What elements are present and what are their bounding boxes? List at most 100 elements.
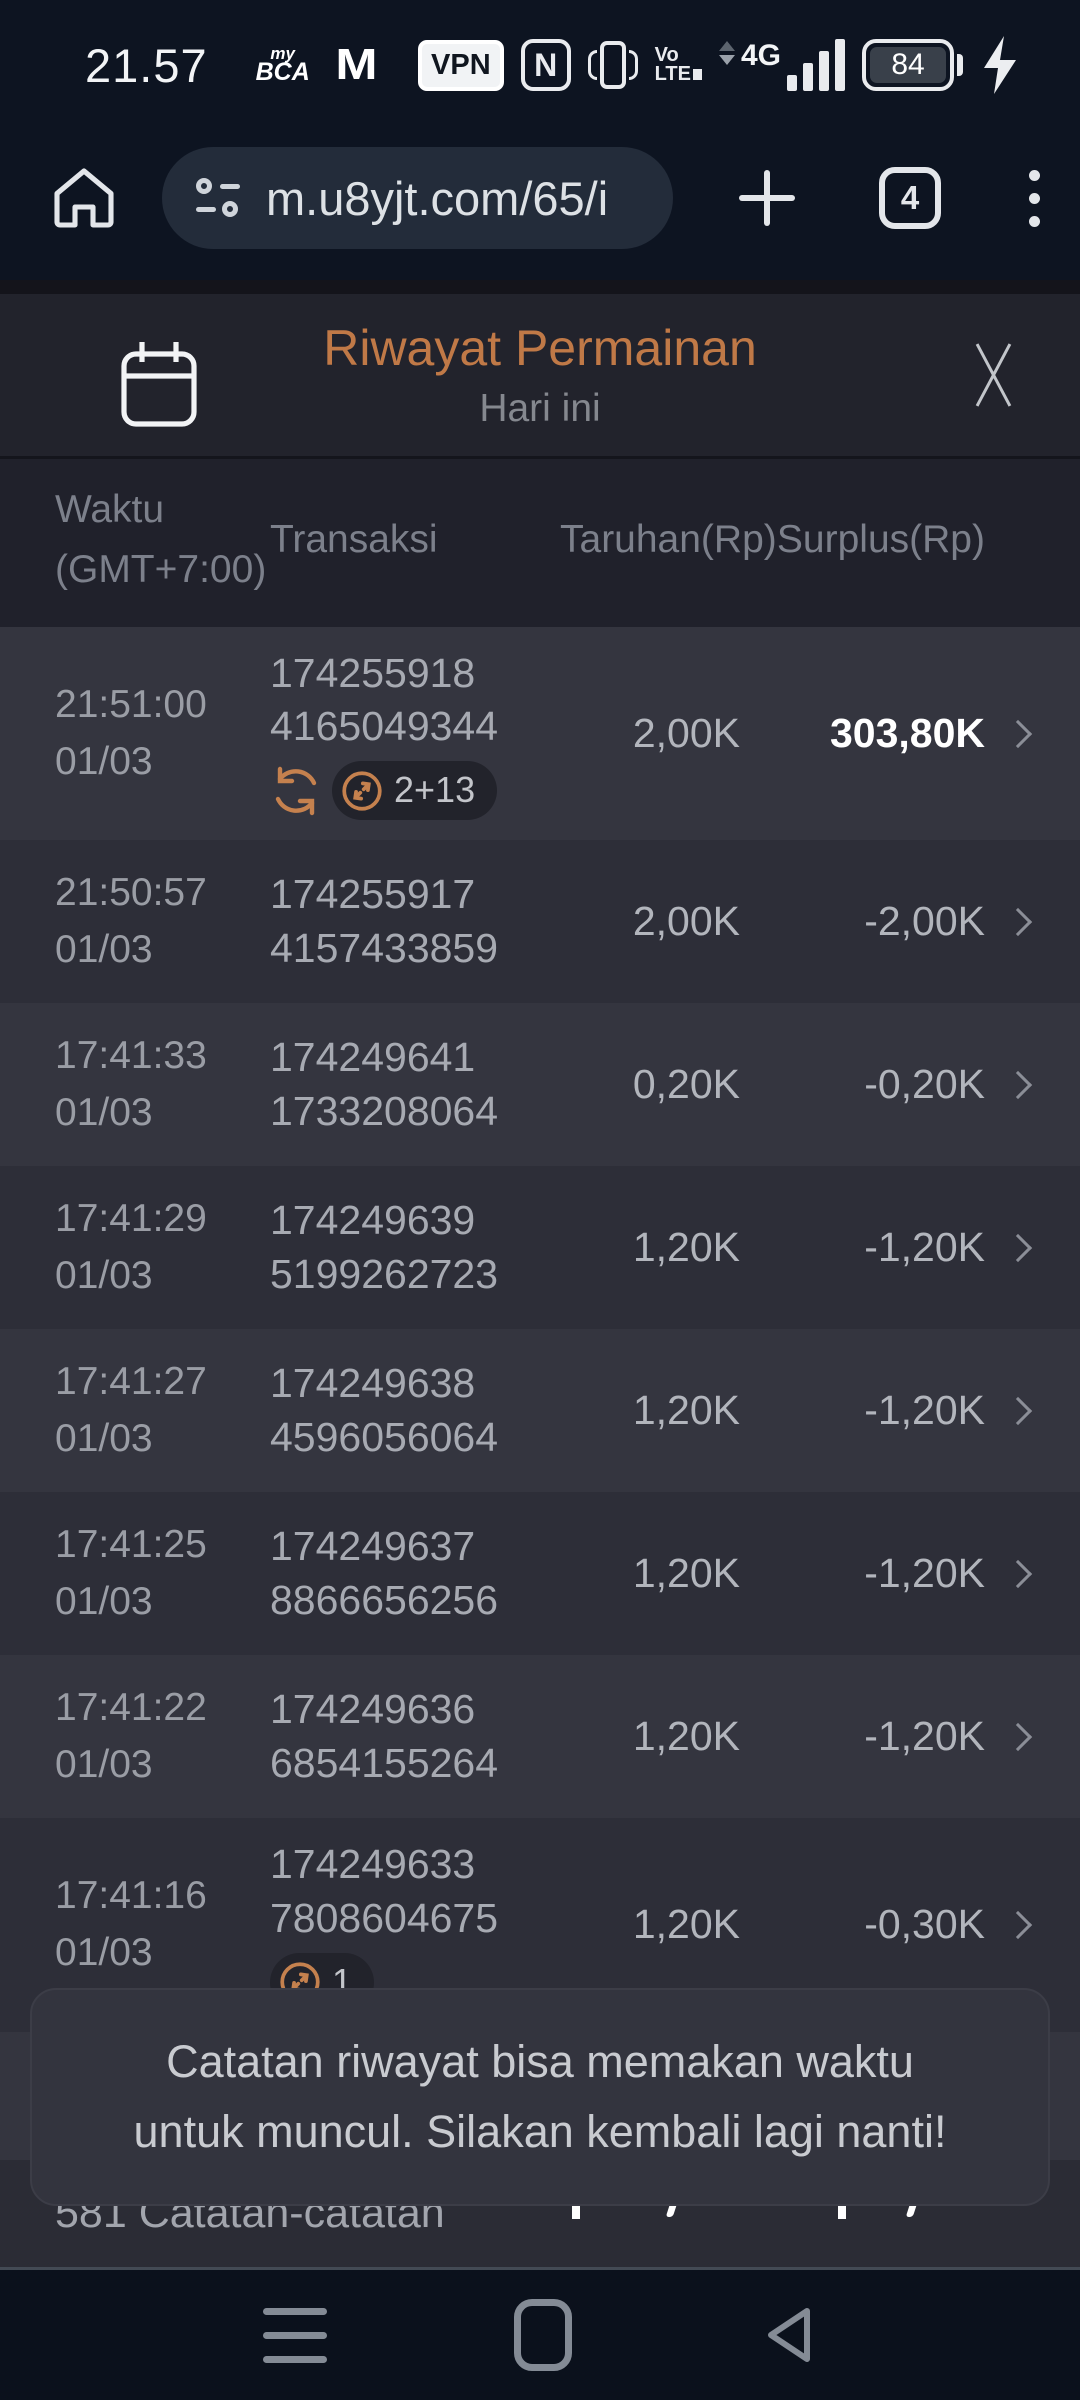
- column-header-taruhan: Taruhan(Rp): [560, 518, 777, 562]
- bet-amount: 2,00K: [632, 898, 740, 945]
- charging-bolt-icon: [984, 36, 1016, 94]
- url-text[interactable]: m.u8yjt.com/65/i: [266, 171, 609, 225]
- surplus-amount: 303,80K: [829, 710, 985, 757]
- bet-amount: 1,20K: [632, 1387, 740, 1434]
- table-row[interactable]: 21:51:00 01/03 174255918 4165049344 2+13 …: [0, 626, 1080, 841]
- battery-icon: 84: [862, 39, 963, 91]
- table-row[interactable]: 17:41:29 01/03 174249639 5199262723 1,20K …: [0, 1166, 1080, 1330]
- row-time: 21:50:57: [55, 871, 207, 915]
- chevron-right-icon[interactable]: [1003, 1396, 1032, 1425]
- vpn-icon: VPN: [418, 39, 504, 91]
- nfc-icon: N: [520, 39, 571, 91]
- row-date: 01/03: [55, 1253, 153, 1297]
- signal-strength-icon: 4G: [718, 39, 845, 91]
- round-id: 1733208064: [270, 1087, 499, 1134]
- table-row[interactable]: 17:41:33 01/03 174249641 1733208064 0,20K …: [0, 1003, 1080, 1167]
- transaction-id: 174249637: [270, 1523, 476, 1570]
- table-row[interactable]: 17:41:22 01/03 174249636 6854155264 1,20K …: [0, 1655, 1080, 1819]
- chevron-right-icon[interactable]: [1003, 1722, 1032, 1751]
- surplus-amount: -0,20K: [864, 1061, 985, 1108]
- row-time: 17:41:16: [55, 1874, 207, 1918]
- row-date: 01/03: [55, 1416, 153, 1460]
- column-header-waktu: Waktu (GMT+7:00): [55, 488, 267, 592]
- free-spin-badge: 2+13: [332, 761, 498, 821]
- row-time: 17:41:27: [55, 1360, 207, 1404]
- occluded-text-fragment: [572, 2203, 580, 2219]
- transaction-id: 174249638: [270, 1360, 476, 1407]
- row-date: 01/03: [55, 927, 153, 971]
- round-id: 5199262723: [270, 1250, 499, 1297]
- row-time: 17:41:33: [55, 1034, 207, 1078]
- row-date: 01/03: [55, 1930, 153, 1974]
- badge-count: 2+13: [394, 769, 476, 811]
- row-date: 01/03: [55, 739, 153, 783]
- new-tab-icon[interactable]: [739, 170, 795, 226]
- round-id: 4596056064: [270, 1413, 499, 1460]
- modal-subtitle[interactable]: Hari ini: [479, 387, 601, 430]
- bet-amount: 1,20K: [632, 1550, 740, 1597]
- tab-count-button[interactable]: 4: [879, 167, 941, 229]
- toast-message: Catatan riwayat bisa memakan waktu untuk…: [30, 1988, 1050, 2206]
- transaction-id: 174255917: [270, 871, 476, 918]
- round-id: 7808604675: [270, 1894, 499, 1941]
- respin-icon: [275, 766, 317, 816]
- modal-title: Riwayat Permainan: [323, 320, 757, 376]
- chevron-right-icon[interactable]: [1003, 1910, 1032, 1940]
- row-time: 17:41:22: [55, 1686, 207, 1730]
- transaction-id: 174249636: [270, 1686, 476, 1733]
- occluded-text-fragment: [838, 2203, 846, 2219]
- table-row[interactable]: 21:50:57 01/03 174255917 4157433859 2,00K …: [0, 840, 1080, 1004]
- surplus-amount: -1,20K: [864, 1550, 985, 1597]
- data-activity-icon: [718, 41, 735, 65]
- surplus-amount: -1,20K: [864, 1387, 985, 1434]
- chevron-right-icon[interactable]: [1003, 1233, 1032, 1262]
- row-date: 01/03: [55, 1742, 153, 1786]
- bet-amount: 2,00K: [632, 710, 740, 757]
- round-id: 4165049344: [270, 703, 499, 750]
- transfer-icon: [342, 771, 382, 811]
- table-row[interactable]: 17:41:27 01/03 174249638 4596056064 1,20K …: [0, 1329, 1080, 1493]
- column-header-surplus: Surplus(Rp): [776, 518, 985, 562]
- transaction-id: 174255918: [270, 649, 476, 696]
- surplus-amount: -1,20K: [864, 1224, 985, 1271]
- transaction-id: 174249641: [270, 1034, 476, 1081]
- android-navigation-bar: [0, 2267, 1080, 2400]
- back-nav-icon[interactable]: [759, 2303, 817, 2367]
- volte-icon: Vo LTE: [655, 45, 702, 84]
- gmail-notification-icon: M: [335, 40, 377, 89]
- table-row[interactable]: 17:41:25 01/03 174249637 8866656256 1,20K …: [0, 1492, 1080, 1656]
- row-date: 01/03: [55, 1090, 153, 1134]
- bet-amount: 1,20K: [632, 1713, 740, 1760]
- round-id: 6854155264: [270, 1739, 499, 1786]
- bet-amount: 0,20K: [632, 1061, 740, 1108]
- row-date: 01/03: [55, 1579, 153, 1623]
- row-time: 21:51:00: [55, 683, 207, 727]
- browser-menu-icon[interactable]: [1029, 169, 1040, 227]
- surplus-amount: -0,30K: [864, 1901, 985, 1948]
- close-icon[interactable]: [963, 342, 1025, 408]
- address-bar[interactable]: m.u8yjt.com/65/i: [162, 147, 673, 249]
- browser-toolbar: m.u8yjt.com/65/i 4: [0, 130, 1080, 280]
- transaction-id: 174249639: [270, 1197, 476, 1244]
- column-header-transaksi: Transaksi: [270, 518, 438, 562]
- bet-amount: 1,20K: [632, 1224, 740, 1271]
- surplus-amount: -1,20K: [864, 1713, 985, 1760]
- transaction-id: 174249633: [270, 1841, 476, 1888]
- chevron-right-icon[interactable]: [1003, 1559, 1032, 1588]
- round-id: 8866656256: [270, 1576, 499, 1623]
- chevron-right-icon[interactable]: [1003, 907, 1032, 936]
- page-backdrop-strip: [0, 280, 1080, 294]
- surplus-amount: -2,00K: [864, 898, 985, 945]
- bet-amount: 1,20K: [632, 1901, 740, 1948]
- status-bar: 21.57 my BCA M VPN N Vo LTE 4G 84: [0, 0, 1080, 130]
- site-settings-icon[interactable]: [196, 178, 240, 218]
- home-nav-icon[interactable]: [513, 2299, 572, 2371]
- chevron-right-icon[interactable]: [1003, 719, 1032, 748]
- home-icon[interactable]: [48, 162, 120, 234]
- calendar-icon[interactable]: [118, 338, 200, 430]
- modal-header: Riwayat Permainan Hari ini: [0, 294, 1080, 456]
- chevron-right-icon[interactable]: [1003, 1070, 1032, 1099]
- recents-menu-icon[interactable]: [263, 2307, 328, 2363]
- row-time: 17:41:25: [55, 1523, 207, 1567]
